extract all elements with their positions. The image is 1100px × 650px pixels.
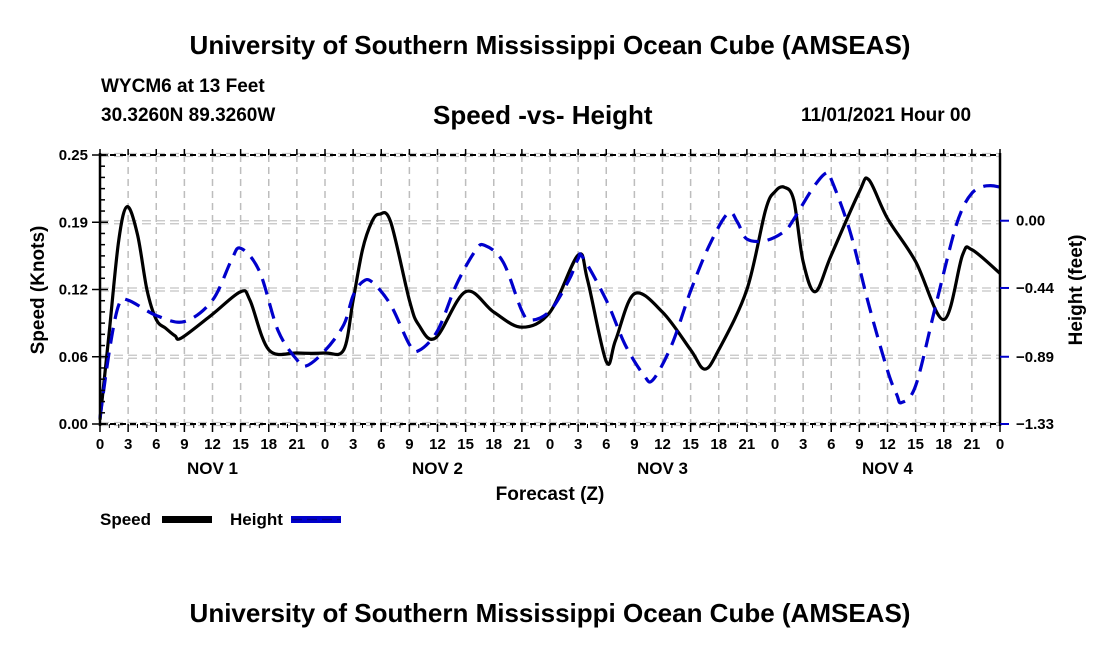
legend-label-height: Height: [230, 510, 283, 529]
x-tick-label: 0: [546, 436, 554, 453]
day-label: NOV 2: [412, 459, 463, 478]
main-title: University of Southern Mississippi Ocean…: [189, 30, 911, 60]
x-tick-label: 3: [799, 436, 807, 453]
day-label: NOV 4: [862, 459, 914, 478]
x-tick-label: 15: [232, 436, 249, 453]
y2-tick-label: 0.00: [1016, 213, 1045, 230]
day-label: NOV 3: [637, 459, 688, 478]
x-tick-label: 6: [827, 436, 835, 453]
station-coordinates: 30.3260N 89.3260W: [101, 105, 276, 126]
run-time: 11/01/2021 Hour 00: [801, 105, 972, 126]
x-tick-label: 21: [289, 436, 306, 453]
x-tick-label: 6: [602, 436, 610, 453]
y-tick-label: 0.25: [59, 147, 88, 164]
y-tick-label: 0.12: [59, 282, 88, 299]
x-tick-label: 3: [349, 436, 357, 453]
day-label: NOV 1: [187, 459, 238, 478]
series-line-speed: [98, 176, 1002, 420]
x-tick-label: 15: [682, 436, 699, 453]
axes: 0.00 0.06 0.12 0.19 0.25 0.00 −0.44 −0.89 −1.33 0…: [59, 147, 1055, 478]
x-tick-label: 18: [260, 436, 277, 453]
legend-swatch-speed: [162, 516, 212, 523]
y2-axis-title: Height (feet): [1066, 235, 1087, 346]
x-tick-label: 15: [907, 436, 924, 453]
x-tick-label: 6: [377, 436, 385, 453]
legend-label-speed: Speed: [100, 510, 151, 529]
x-tick-label: 9: [630, 436, 638, 453]
x-tick-label: 3: [124, 436, 132, 453]
x-axis-title: Forecast (Z): [496, 484, 605, 505]
series-layer: [98, 170, 1002, 420]
y2-tick-label: −1.33: [1016, 416, 1054, 433]
grid: [100, 152, 1000, 427]
x-tick-label: 0: [771, 436, 779, 453]
series-line-height: [98, 170, 1001, 419]
x-tick-label: 0: [321, 436, 329, 453]
y-tick-label: 0.19: [59, 214, 88, 231]
x-tick-label: 0: [96, 436, 104, 453]
x-tick-label: 9: [180, 436, 188, 453]
x-tick-label: 18: [935, 436, 952, 453]
x-tick-label: 9: [405, 436, 413, 453]
x-tick-label: 12: [654, 436, 671, 453]
x-tick-label: 21: [964, 436, 981, 453]
x-tick-label: 18: [710, 436, 727, 453]
y2-tick-label: −0.44: [1016, 280, 1055, 297]
bottom-title: University of Southern Mississippi Ocean…: [189, 598, 911, 628]
station-label: WYCM6 at 13 Feet: [101, 76, 265, 97]
legend: Speed Height: [100, 510, 341, 529]
x-tick-label: 12: [879, 436, 896, 453]
x-tick-label: 6: [152, 436, 160, 453]
x-tick-label: 12: [429, 436, 446, 453]
y-tick-label: 0.06: [59, 349, 88, 366]
chart-title: Speed -vs- Height: [433, 100, 653, 130]
x-tick-label: 15: [457, 436, 474, 453]
y-axis-title: Speed (Knots): [28, 226, 49, 355]
x-tick-label: 0: [996, 436, 1004, 453]
y-tick-label: 0.00: [59, 416, 88, 433]
x-tick-label: 21: [514, 436, 531, 453]
x-tick-label: 21: [739, 436, 756, 453]
x-tick-label: 18: [485, 436, 502, 453]
y2-tick-label: −0.89: [1016, 349, 1054, 366]
x-tick-label: 9: [855, 436, 863, 453]
x-tick-label: 3: [574, 436, 582, 453]
x-tick-label: 12: [204, 436, 221, 453]
